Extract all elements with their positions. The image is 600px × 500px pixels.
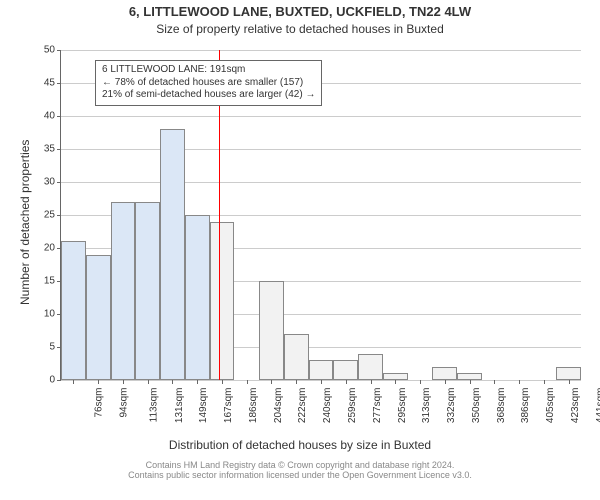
histogram-bar: [259, 281, 284, 380]
x-axis-label: Distribution of detached houses by size …: [0, 438, 600, 452]
x-tick-label: 313sqm: [421, 388, 432, 424]
chart-footer: Contains HM Land Registry data © Crown c…: [0, 460, 600, 480]
property-size-chart: 6, LITTLEWOOD LANE, BUXTED, UCKFIELD, TN…: [0, 0, 600, 500]
x-tick-label: 405sqm: [545, 388, 556, 424]
histogram-bar: [358, 354, 383, 380]
y-axis-label: Number of detached properties: [18, 140, 32, 305]
y-tick-label: 35: [44, 144, 61, 155]
histogram-bar: [210, 222, 235, 380]
x-tick-label: 204sqm: [273, 388, 284, 424]
histogram-bar: [160, 129, 185, 380]
x-tick-label: 167sqm: [223, 388, 234, 424]
callout-box: 6 LITTLEWOOD LANE: 191sqm← 78% of detach…: [95, 60, 322, 106]
callout-line: 6 LITTLEWOOD LANE: 191sqm: [102, 64, 315, 77]
gridline: [61, 149, 581, 150]
footer-line: Contains public sector information licen…: [0, 470, 600, 480]
histogram-bar: [556, 367, 581, 380]
histogram-bar: [457, 373, 482, 380]
histogram-bar: [383, 373, 408, 380]
histogram-bar: [86, 255, 111, 380]
chart-subtitle: Size of property relative to detached ho…: [0, 22, 600, 36]
y-tick-label: 25: [44, 210, 61, 221]
y-tick-label: 30: [44, 177, 61, 188]
gridline: [61, 50, 581, 51]
histogram-bar: [309, 360, 334, 380]
histogram-bar: [111, 202, 136, 380]
y-tick-label: 15: [44, 276, 61, 287]
y-tick-label: 10: [44, 309, 61, 320]
histogram-bar: [432, 367, 457, 380]
y-tick-label: 0: [49, 375, 61, 386]
x-tick-label: 113sqm: [148, 388, 159, 423]
x-tick-label: 76sqm: [94, 388, 105, 418]
x-tick-label: 368sqm: [496, 388, 507, 424]
x-tick-label: 441sqm: [595, 388, 600, 424]
x-tick-label: 332sqm: [446, 388, 457, 424]
gridline: [61, 116, 581, 117]
histogram-bar: [185, 215, 210, 380]
chart-title: 6, LITTLEWOOD LANE, BUXTED, UCKFIELD, TN…: [0, 4, 600, 19]
y-tick-label: 45: [44, 78, 61, 89]
x-tick-label: 94sqm: [119, 388, 130, 418]
x-tick-label: 131sqm: [174, 388, 185, 424]
y-tick-label: 50: [44, 45, 61, 56]
histogram-bar: [61, 241, 86, 380]
callout-line: 21% of semi-detached houses are larger (…: [102, 89, 315, 102]
callout-line: ← 78% of detached houses are smaller (15…: [102, 77, 315, 90]
x-tick-label: 149sqm: [199, 388, 210, 424]
gridline: [61, 182, 581, 183]
footer-line: Contains HM Land Registry data © Crown c…: [0, 460, 600, 470]
x-tick-label: 259sqm: [347, 388, 358, 424]
y-tick-label: 20: [44, 243, 61, 254]
histogram-bar: [284, 334, 309, 380]
x-tick-label: 295sqm: [397, 388, 408, 424]
x-tick-label: 277sqm: [372, 388, 383, 424]
histogram-bar: [135, 202, 160, 380]
x-tick-label: 186sqm: [248, 388, 259, 424]
x-tick-label: 386sqm: [520, 388, 531, 424]
x-tick-label: 240sqm: [322, 388, 333, 424]
x-tick-label: 350sqm: [471, 388, 482, 424]
y-tick-label: 5: [49, 342, 61, 353]
histogram-bar: [333, 360, 358, 380]
x-tick-label: 222sqm: [298, 388, 309, 424]
y-tick-label: 40: [44, 111, 61, 122]
x-tick-label: 423sqm: [570, 388, 581, 424]
